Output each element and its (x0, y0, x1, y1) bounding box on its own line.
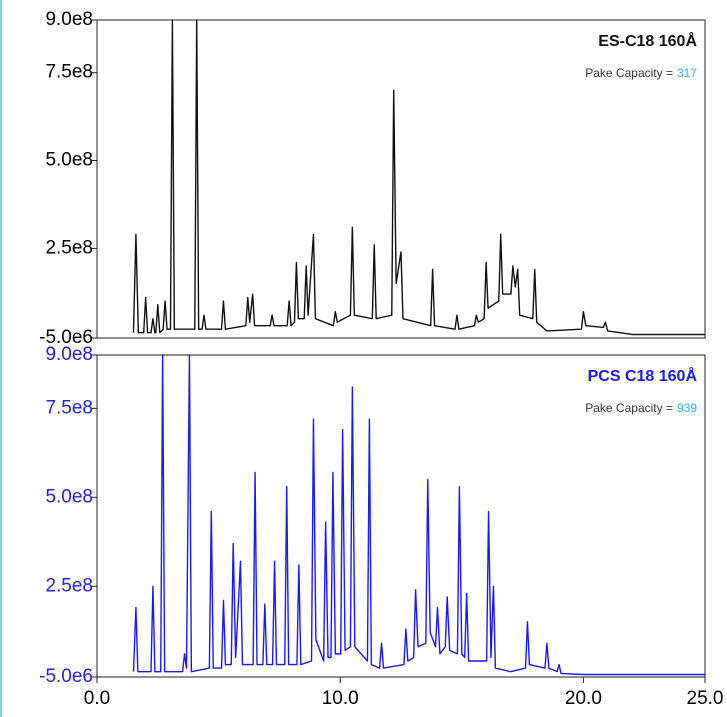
capacity-note: Pake Capacity = 939 (585, 401, 697, 415)
y-tick-label: 5.0e8 (45, 486, 93, 507)
y-tick-label: 5.0e8 (45, 150, 93, 171)
y-tick-label: -5.0e6 (39, 666, 93, 687)
x-tick-label: 20.0 (565, 688, 602, 709)
capacity-label: Pake Capacity = (585, 66, 673, 80)
series-line (132, 354, 705, 676)
x-tick-label: 0.0 (84, 688, 110, 709)
plot-frame (96, 354, 706, 678)
panel-title: ES-C18 160Å (598, 31, 697, 50)
x-tick-label: 25.0 (687, 688, 724, 709)
series-line (132, 19, 705, 336)
y-tick-label: 7.5e8 (45, 397, 93, 418)
x-tick-label: 10.0 (322, 688, 359, 709)
plot-frame (96, 19, 706, 339)
y-tick-label: 7.5e8 (45, 62, 93, 83)
y-tick-label: 9.0e8 (45, 9, 93, 30)
y-tick-label: 9.0e8 (45, 344, 93, 365)
capacity-value: 317 (677, 66, 697, 80)
y-tick-label: 2.5e8 (45, 575, 93, 596)
y-tick-label: 2.5e8 (45, 237, 93, 258)
capacity-value: 939 (677, 401, 697, 415)
y-tick-label: -5.0e6 (39, 327, 93, 348)
panel-title: PCS C18 160Å (588, 366, 698, 385)
capacity-note: Pake Capacity = 317 (585, 66, 697, 80)
capacity-label: Pake Capacity = (585, 401, 673, 415)
